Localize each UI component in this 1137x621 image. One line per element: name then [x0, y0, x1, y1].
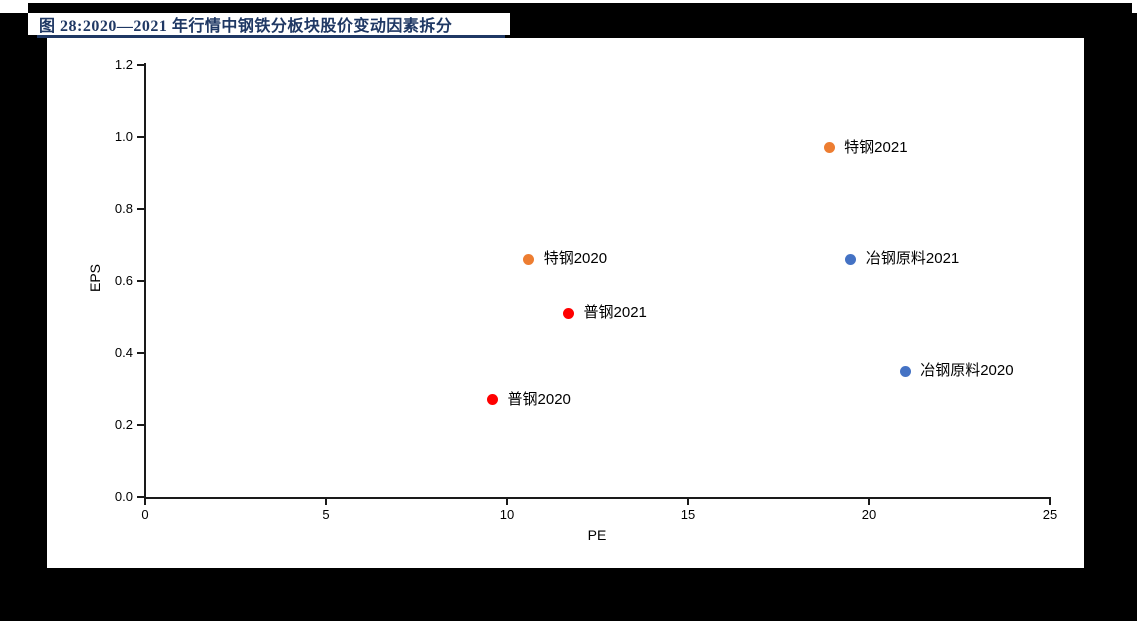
x-tick-mark	[868, 499, 870, 505]
data-point-普钢2020	[487, 394, 499, 406]
point-label: 特钢2020	[543, 250, 608, 268]
x-tick-mark	[1049, 499, 1051, 505]
point-label: 冶钢原料2021	[865, 250, 960, 268]
y-tick-mark	[137, 64, 144, 66]
data-point-特钢2021	[823, 142, 835, 154]
top-left-page-fragment	[0, 3, 28, 13]
x-tick-label: 20	[861, 507, 877, 522]
y-tick-label: 0.2	[114, 417, 133, 432]
point-label: 普钢2020	[507, 390, 571, 408]
point-label: 冶钢原料2020	[920, 362, 1014, 379]
y-tick-label: 0.4	[114, 345, 133, 360]
x-tick-label: 15	[680, 507, 696, 522]
top-right-page-fragment	[1132, 3, 1137, 13]
figure-title: 图 28:2020—2021 年行情中钢铁分板块股价变动因素拆分	[39, 18, 453, 35]
y-tick-label: 0.0	[114, 489, 133, 504]
y-tick-mark	[137, 352, 144, 354]
y-tick-mark	[137, 280, 144, 282]
figure-title-bar: 图 28:2020—2021 年行情中钢铁分板块股价变动因素拆分	[28, 13, 510, 35]
x-tick-mark	[687, 499, 689, 505]
x-axis-title: PE	[587, 527, 607, 543]
x-tick-label: 10	[499, 507, 515, 522]
x-tick-mark	[325, 499, 327, 505]
y-tick-mark	[137, 424, 144, 426]
data-point-普钢2021	[563, 307, 575, 319]
x-tick-mark	[506, 499, 508, 505]
chart-panel: EPS PE 0.0 0.2 0.4 0.6 0.8 1.0 1.2 0 5 10 15 20 25 特…	[47, 38, 1084, 568]
data-point-特钢2020	[523, 253, 535, 265]
y-tick-label: 0.6	[114, 273, 133, 288]
x-axis	[144, 497, 1051, 499]
title-underline	[37, 35, 505, 38]
y-axis	[144, 63, 146, 499]
data-point-冶钢原料2021	[845, 253, 857, 265]
y-tick-label: 0.8	[114, 201, 133, 216]
point-label: 特钢2021	[844, 138, 908, 156]
data-point-冶钢原料2020	[899, 365, 911, 377]
y-tick-mark	[137, 208, 144, 210]
point-label: 普钢2021	[583, 304, 647, 322]
x-tick-label: 0	[141, 507, 149, 522]
top-page-rule	[0, 0, 1137, 3]
x-tick-mark	[144, 499, 146, 505]
x-tick-label: 25	[1042, 507, 1058, 522]
y-tick-mark	[137, 496, 144, 498]
y-tick-mark	[137, 136, 144, 138]
x-tick-label: 5	[322, 507, 330, 522]
y-tick-label: 1.0	[114, 129, 133, 144]
y-tick-label: 1.2	[114, 57, 133, 72]
